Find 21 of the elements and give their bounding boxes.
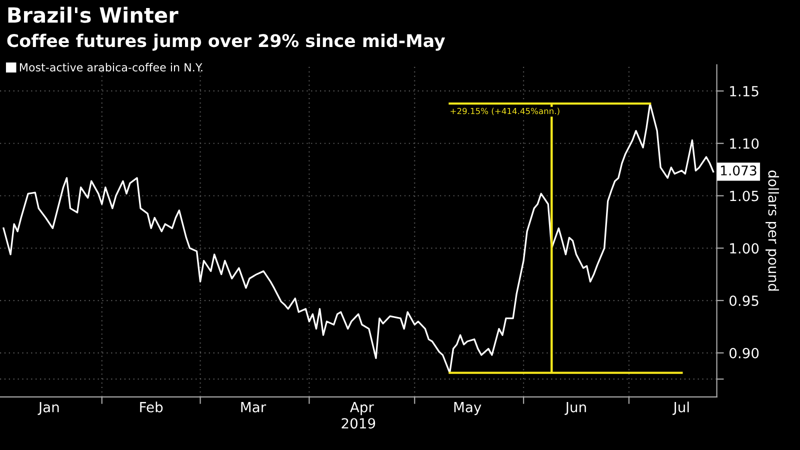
x-tick-label: Feb bbox=[140, 402, 163, 412]
y-tick-label: 1.00 bbox=[730, 243, 759, 254]
legend-label: Most-active arabica-coffee in N.Y. bbox=[20, 62, 202, 72]
x-tick-label: Mar bbox=[241, 402, 266, 412]
annotation: 1.073 bbox=[721, 166, 756, 176]
x-tick-label: Jul bbox=[672, 402, 689, 415]
y-tick-label: 1.15 bbox=[730, 86, 758, 96]
annotation: +29.15% (+414.45%ann.) bbox=[450, 108, 560, 116]
y-tick-label: 1.10 bbox=[730, 138, 759, 149]
x-tick-label: Apr bbox=[350, 402, 374, 416]
y-tick-label: 0.95 bbox=[730, 295, 758, 306]
x-axis-title: 2019 bbox=[342, 418, 376, 429]
chart-title: Brazil's Winter bbox=[8, 6, 178, 23]
x-tick-label: Jun bbox=[564, 402, 586, 415]
y-tick-label: 1.05 bbox=[730, 190, 758, 202]
y-tick-label: 0.90 bbox=[730, 348, 759, 358]
chart-subtitle: Coffee futures jump over 29% since mid-May bbox=[7, 34, 446, 51]
x-tick-label: May bbox=[454, 402, 482, 416]
line-series bbox=[2, 102, 714, 374]
y-axis-title: dollars per pound bbox=[766, 170, 779, 291]
x-tick-label: Jan bbox=[38, 402, 59, 415]
